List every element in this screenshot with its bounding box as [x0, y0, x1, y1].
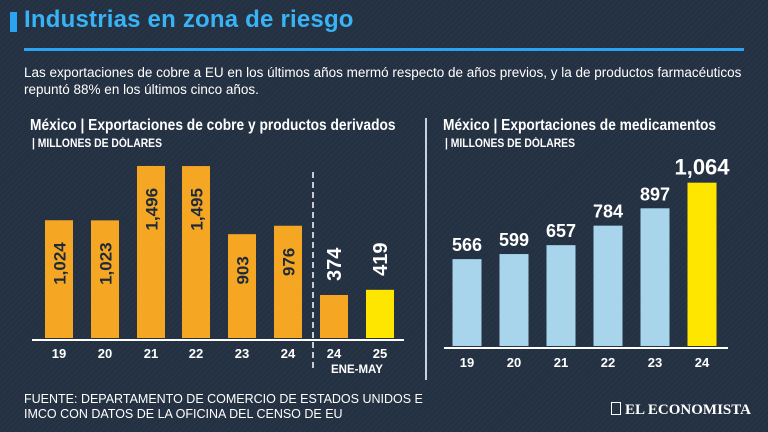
- medicine-bar-5: [687, 182, 717, 346]
- copper-bar-label: 1,495: [188, 188, 207, 231]
- medicine-bar-label: 784: [593, 202, 623, 222]
- copper-tick-label: 22: [189, 346, 203, 361]
- copper-tick-label: 21: [144, 346, 158, 361]
- title-accent-bar: [10, 12, 17, 32]
- copper-bar-label: 419: [370, 242, 392, 275]
- copper-tick-label: 24: [327, 346, 342, 361]
- copper-tick-label: 24: [281, 346, 296, 361]
- copper-bar-7: [366, 289, 394, 338]
- copper-bar-6: [320, 294, 348, 338]
- copper-tick-label: 20: [98, 346, 112, 361]
- medicine-tick-label: 24: [695, 355, 710, 370]
- copper-bar-label: 1,496: [143, 188, 162, 231]
- copper-bar-label: 1,023: [97, 242, 116, 285]
- copper-bar-label: 1,024: [51, 242, 70, 285]
- copper-bar-label: 374: [324, 247, 346, 281]
- source-note: FUENTE: DEPARTAMENTO DE COMERCIO DE ESTA…: [24, 392, 423, 421]
- page-title: Industrias en zona de riesgo: [24, 6, 354, 33]
- copper-chart-unit: | MILLONES DE DÓLARES: [32, 138, 162, 150]
- medicine-bar-label: 897: [640, 184, 670, 204]
- copper-bar-label: 976: [280, 248, 299, 276]
- subtitle: Las exportaciones de cobre a EU en los ú…: [24, 65, 742, 97]
- copper-tick-label: 25: [373, 346, 387, 361]
- medicine-bar-2: [546, 245, 576, 346]
- copper-bar-3: [182, 166, 210, 338]
- medicine-tick-label: 19: [460, 355, 474, 370]
- medicine-bar-3: [593, 225, 623, 346]
- copper-tick-label: 23: [235, 346, 249, 361]
- panel-divider: [425, 118, 427, 380]
- copper-bar-label: 903: [234, 256, 253, 284]
- medicine-bar-label: 599: [499, 230, 529, 250]
- medicine-bar-4: [640, 208, 670, 346]
- copper-tick-label: 19: [52, 346, 66, 361]
- copper-bar-0: [45, 220, 73, 338]
- medicine-bar-label: 566: [452, 235, 482, 255]
- copper-bar-1: [91, 220, 119, 338]
- medicine-bar-label: 657: [546, 221, 576, 241]
- logo-icon: [611, 402, 621, 415]
- logo-text: EL ECONOMISTA: [625, 402, 751, 418]
- medicine-chart-title: México | Exportaciones de medicamentos: [443, 117, 717, 134]
- medicine-chart-unit: | MILLONES DE DÓLARES: [445, 138, 575, 150]
- copper-chart-title: México | Exportaciones de cobre y produc…: [30, 117, 396, 134]
- medicine-tick-label: 22: [601, 355, 615, 370]
- copper-bar-5: [274, 225, 302, 338]
- copper-bar-2: [137, 165, 165, 338]
- title-rule: [24, 48, 744, 51]
- medicine-bar-1: [499, 254, 529, 346]
- medicine-tick-label: 20: [507, 355, 521, 370]
- medicine-bar-0: [452, 259, 482, 346]
- copper-bar-4: [228, 234, 256, 338]
- medicine-bar-label: 1,064: [674, 155, 730, 180]
- medicine-tick-label: 23: [648, 355, 662, 370]
- medicine-tick-label: 21: [554, 355, 568, 370]
- period-note: ENE-MAY: [331, 364, 383, 376]
- publisher-logo: EL ECONOMISTA: [611, 402, 751, 419]
